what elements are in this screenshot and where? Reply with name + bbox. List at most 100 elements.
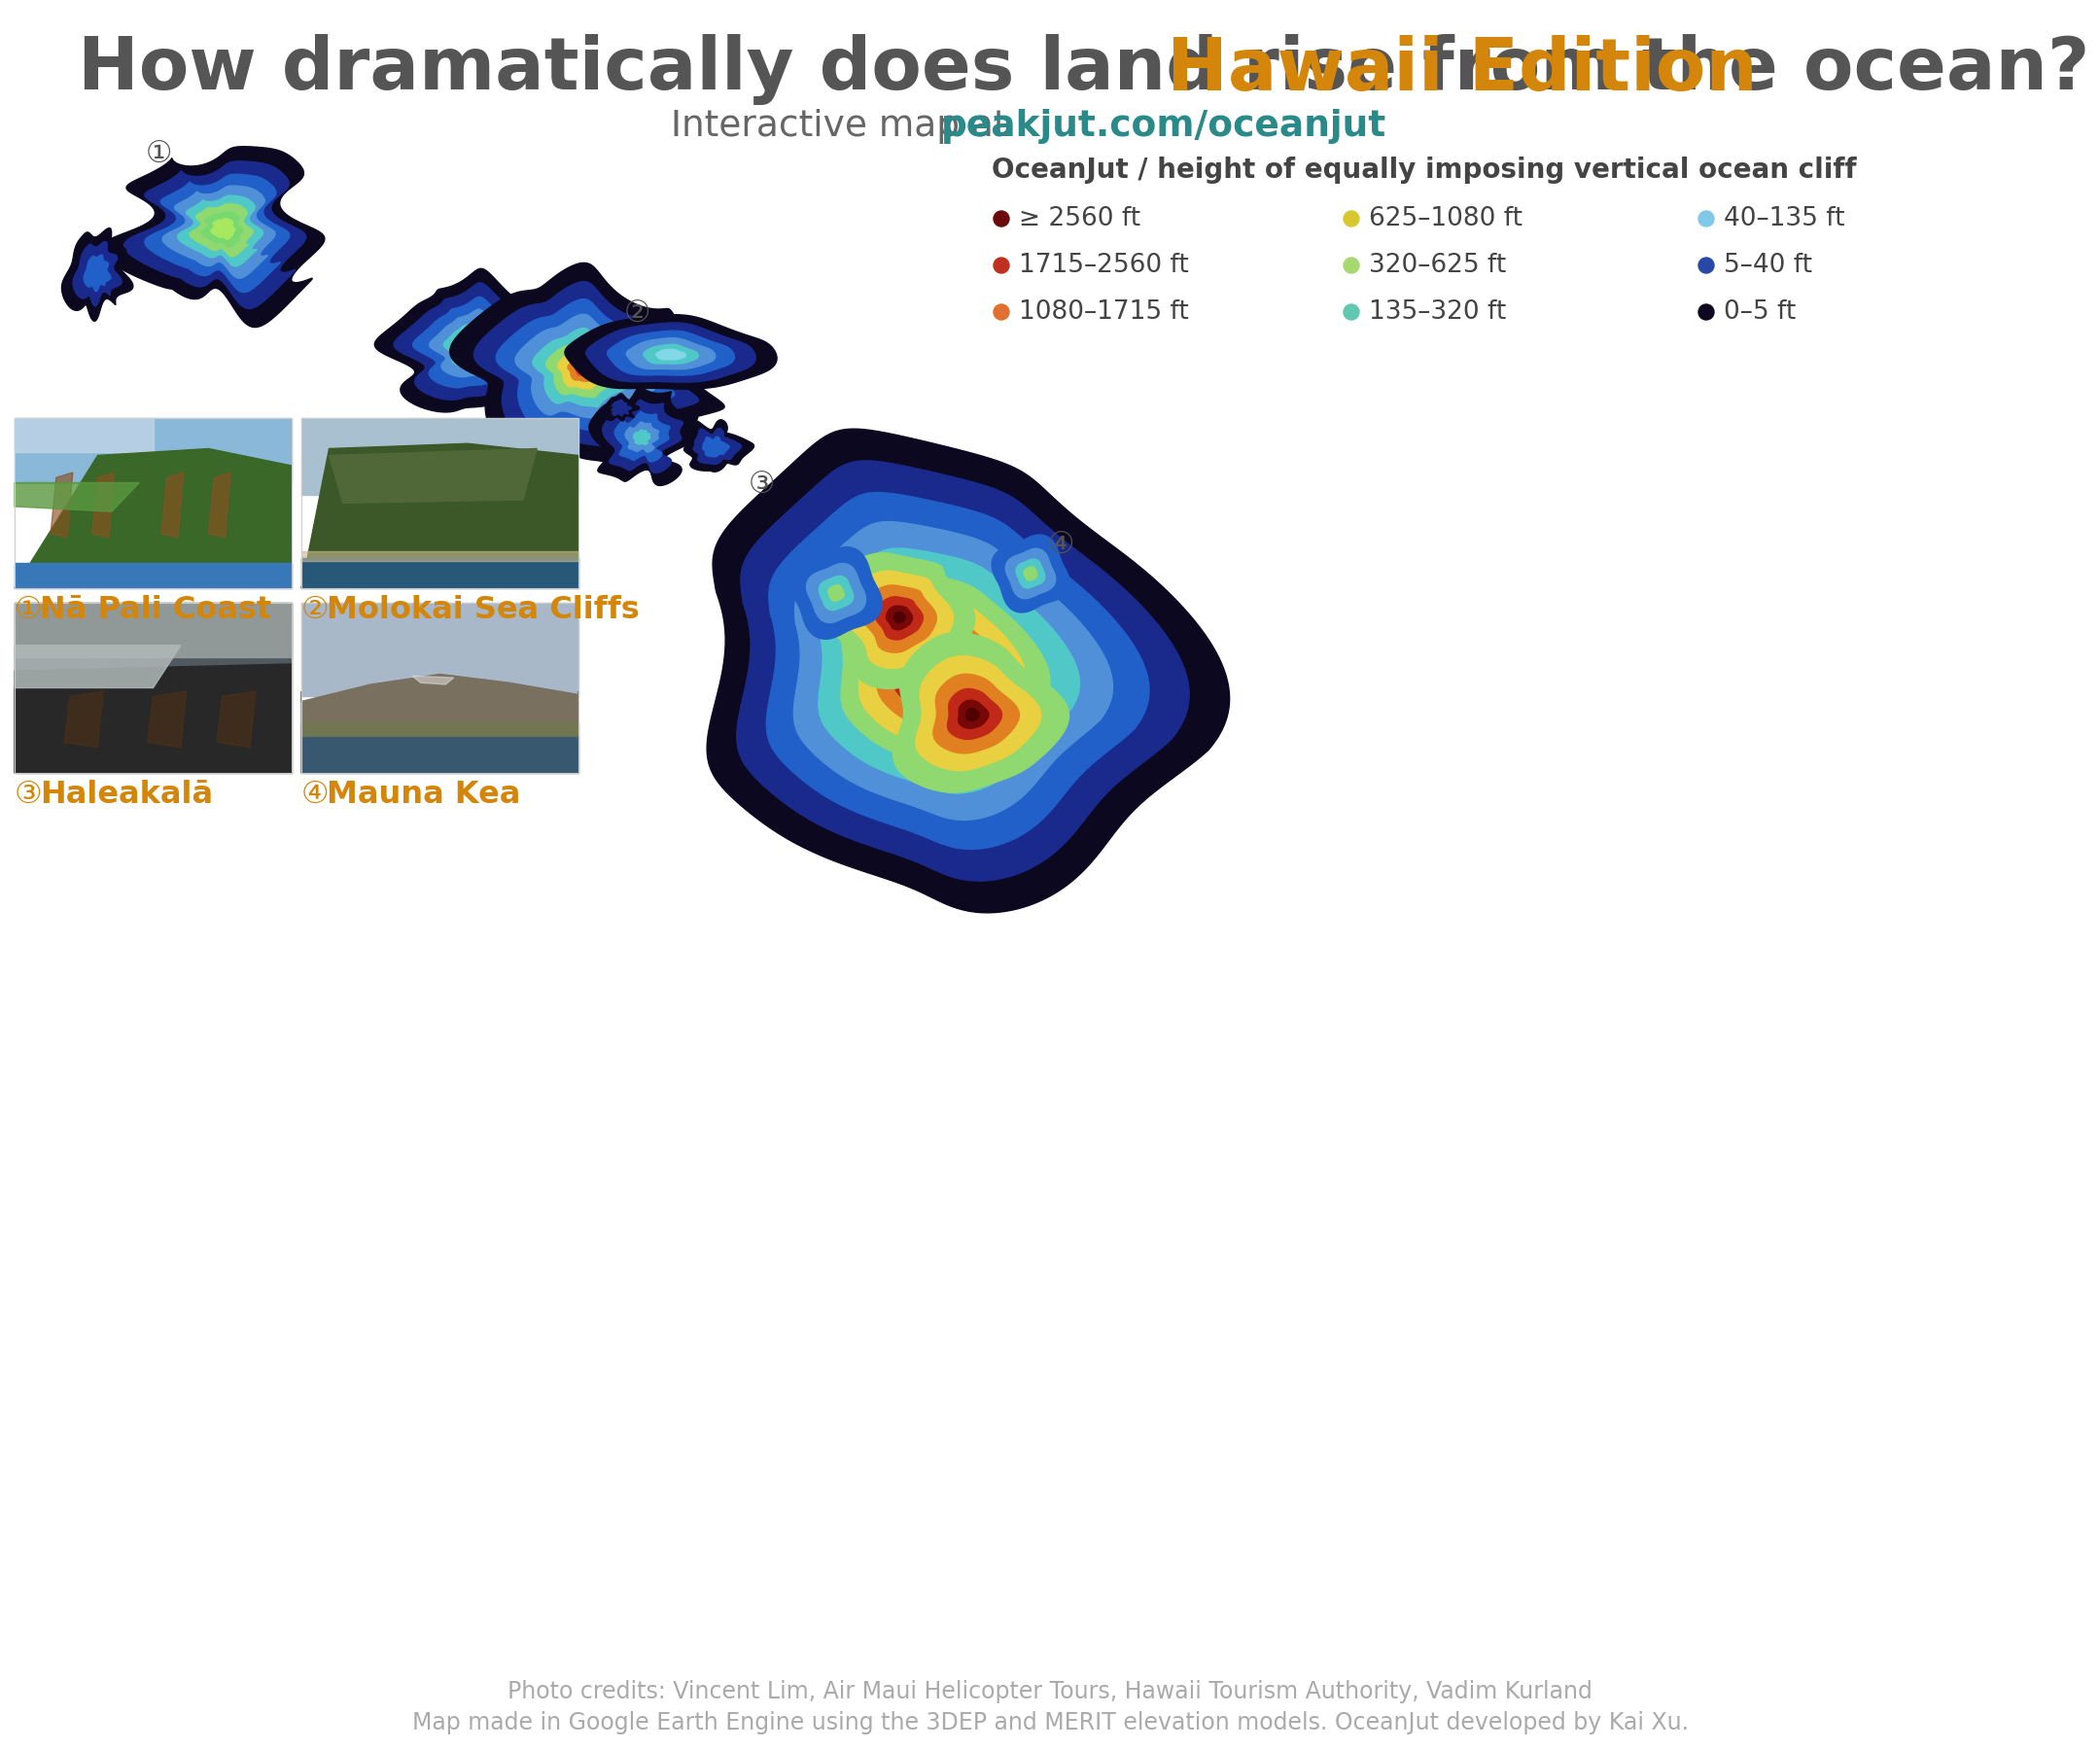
- Polygon shape: [565, 315, 777, 388]
- Polygon shape: [655, 350, 687, 360]
- Polygon shape: [1025, 567, 1037, 581]
- Polygon shape: [819, 548, 1079, 793]
- Bar: [15, 602, 292, 774]
- Text: OceanJut / height of equally imposing vertical ocean cliff: OceanJut / height of equally imposing ve…: [991, 156, 1856, 184]
- Polygon shape: [840, 572, 1050, 770]
- Polygon shape: [1006, 548, 1056, 598]
- Circle shape: [1699, 212, 1714, 226]
- Bar: [302, 418, 578, 588]
- Polygon shape: [794, 522, 1113, 821]
- Polygon shape: [147, 691, 187, 747]
- Polygon shape: [302, 602, 578, 696]
- Polygon shape: [414, 298, 536, 387]
- Polygon shape: [846, 571, 953, 668]
- Polygon shape: [210, 219, 235, 240]
- Polygon shape: [456, 329, 496, 359]
- Polygon shape: [947, 690, 1002, 738]
- Polygon shape: [65, 691, 103, 747]
- Polygon shape: [374, 268, 571, 411]
- Polygon shape: [145, 175, 290, 292]
- Polygon shape: [790, 548, 882, 639]
- Polygon shape: [302, 558, 578, 588]
- Text: Hawaii Edition: Hawaii Edition: [1142, 35, 1758, 105]
- Text: Interactive map at: Interactive map at: [670, 108, 1018, 144]
- Polygon shape: [15, 448, 292, 588]
- Polygon shape: [991, 536, 1069, 612]
- Polygon shape: [475, 282, 699, 450]
- Polygon shape: [162, 473, 183, 537]
- Polygon shape: [615, 411, 670, 462]
- Polygon shape: [302, 674, 578, 774]
- Bar: [302, 602, 578, 774]
- Polygon shape: [330, 448, 538, 504]
- Polygon shape: [863, 584, 937, 653]
- Polygon shape: [302, 443, 578, 588]
- Polygon shape: [575, 362, 592, 376]
- Polygon shape: [514, 315, 655, 420]
- Polygon shape: [466, 336, 487, 354]
- Text: 0–5 ft: 0–5 ft: [1724, 299, 1796, 326]
- Polygon shape: [15, 483, 139, 511]
- Polygon shape: [15, 564, 292, 588]
- Polygon shape: [603, 399, 682, 473]
- Polygon shape: [216, 691, 256, 747]
- Polygon shape: [74, 242, 122, 306]
- Text: ①: ①: [15, 595, 42, 625]
- Circle shape: [993, 257, 1010, 273]
- Text: ③: ③: [748, 471, 775, 499]
- Polygon shape: [892, 628, 983, 714]
- Text: Molokai Sea Cliffs: Molokai Sea Cliffs: [328, 595, 640, 625]
- Polygon shape: [533, 329, 636, 408]
- Polygon shape: [546, 340, 622, 397]
- Polygon shape: [302, 735, 578, 774]
- Polygon shape: [634, 430, 651, 445]
- Text: 625–1080 ft: 625–1080 ft: [1369, 206, 1522, 231]
- Polygon shape: [124, 161, 307, 308]
- Circle shape: [993, 212, 1010, 226]
- Polygon shape: [202, 212, 244, 247]
- Polygon shape: [395, 284, 552, 399]
- Polygon shape: [708, 429, 1228, 914]
- Polygon shape: [443, 320, 506, 368]
- Circle shape: [1699, 304, 1714, 320]
- Polygon shape: [586, 322, 756, 382]
- Polygon shape: [92, 473, 113, 537]
- Polygon shape: [15, 418, 153, 452]
- Polygon shape: [611, 399, 632, 416]
- Polygon shape: [892, 632, 1069, 793]
- Polygon shape: [932, 674, 1018, 752]
- Polygon shape: [1016, 558, 1046, 588]
- Polygon shape: [162, 185, 275, 278]
- Text: 40–135 ft: 40–135 ft: [1724, 206, 1844, 231]
- Polygon shape: [626, 338, 716, 369]
- Text: ④: ④: [1048, 530, 1075, 558]
- Text: 5–40 ft: 5–40 ft: [1724, 252, 1812, 278]
- Polygon shape: [302, 721, 578, 735]
- Text: Haleakalā: Haleakalā: [40, 779, 212, 808]
- Polygon shape: [876, 597, 924, 640]
- Polygon shape: [208, 473, 231, 537]
- Polygon shape: [61, 228, 132, 320]
- Text: Map made in Google Earth Engine using the 3DEP and MERIT elevation models. Ocean: Map made in Google Earth Engine using th…: [412, 1711, 1688, 1734]
- Polygon shape: [626, 422, 659, 452]
- Polygon shape: [176, 196, 262, 266]
- Text: 1715–2560 ft: 1715–2560 ft: [1018, 252, 1189, 278]
- Polygon shape: [101, 147, 326, 327]
- Polygon shape: [428, 310, 521, 376]
- Polygon shape: [567, 357, 598, 382]
- Polygon shape: [819, 576, 853, 611]
- Polygon shape: [15, 602, 292, 774]
- Polygon shape: [15, 418, 292, 483]
- Text: 1080–1715 ft: 1080–1715 ft: [1018, 299, 1189, 326]
- Polygon shape: [704, 438, 729, 457]
- Circle shape: [1699, 257, 1714, 273]
- Text: How dramatically does land rise from the ocean?: How dramatically does land rise from the…: [78, 35, 2090, 105]
- Polygon shape: [827, 584, 844, 600]
- Polygon shape: [607, 394, 638, 422]
- Text: 135–320 ft: 135–320 ft: [1369, 299, 1506, 326]
- Text: Mauna Kea: Mauna Kea: [328, 779, 521, 808]
- Polygon shape: [886, 606, 914, 630]
- Text: Photo credits: Vincent Lim, Air Maui Helicopter Tours, Hawaii Tourism Authority,: Photo credits: Vincent Lim, Air Maui Hel…: [508, 1680, 1592, 1703]
- Text: peakjut.com/oceanjut: peakjut.com/oceanjut: [941, 108, 1386, 144]
- Polygon shape: [15, 663, 292, 774]
